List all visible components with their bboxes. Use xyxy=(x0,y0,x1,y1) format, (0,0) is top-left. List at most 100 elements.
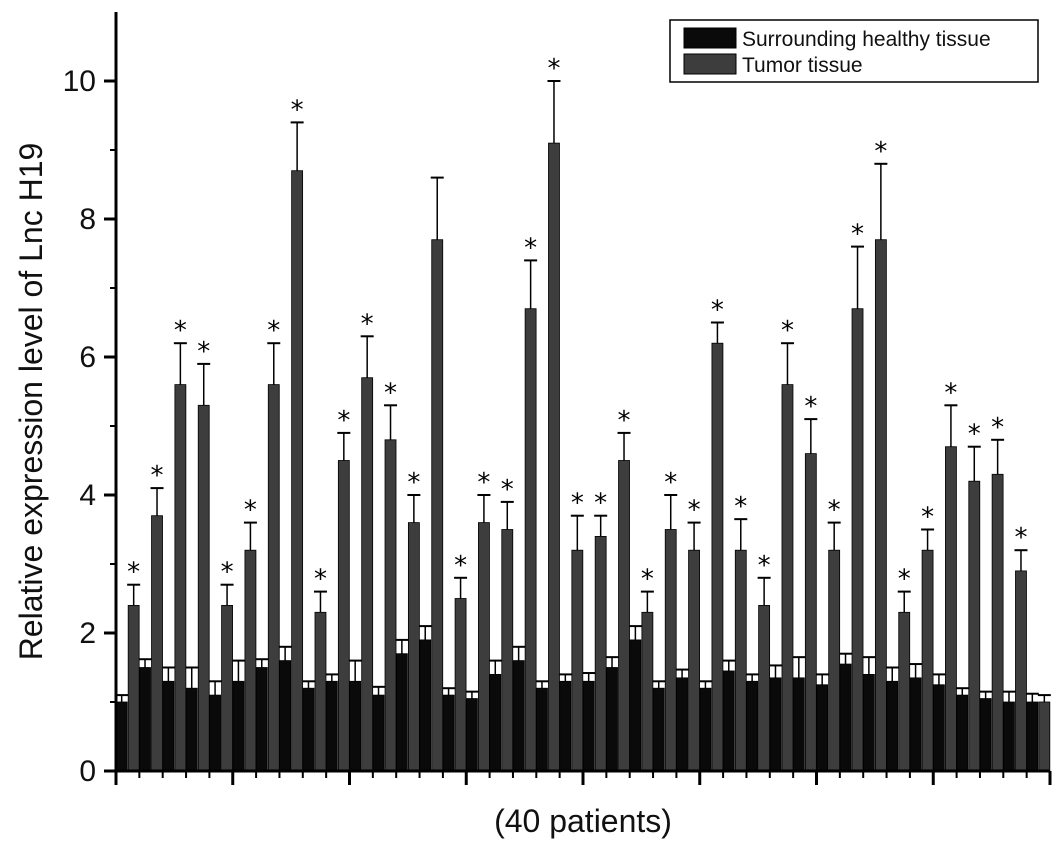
significance-star-27: * xyxy=(734,492,747,522)
healthy-bar-3 xyxy=(162,680,175,772)
healthy-bar-6 xyxy=(232,680,245,772)
tumor-bar-14 xyxy=(431,239,444,772)
healthy-bar-20 xyxy=(559,680,572,772)
tumor-bar-22 xyxy=(618,460,630,772)
healthy-bar-5 xyxy=(209,694,221,772)
healthy-bar-14 xyxy=(419,639,432,772)
tumor-bar-9 xyxy=(314,611,327,772)
tumor-bar-36 xyxy=(945,446,957,772)
tumor-bar-17 xyxy=(501,529,514,772)
significance-star-8: * xyxy=(291,95,304,125)
tumor-bar-25 xyxy=(688,549,700,772)
significance-star-23: * xyxy=(641,565,654,595)
healthy-bar-35 xyxy=(909,677,922,772)
tumor-bar-39 xyxy=(1015,570,1027,772)
healthy-bar-11 xyxy=(349,680,362,772)
healthy-bar-24 xyxy=(652,687,665,772)
healthy-bar-23 xyxy=(629,639,642,772)
significance-star-7: * xyxy=(267,316,280,346)
healthy-bar-19 xyxy=(536,687,548,772)
tumor-bar-29 xyxy=(781,384,794,772)
tumor-bar-34 xyxy=(898,611,911,772)
healthy-bar-29 xyxy=(769,677,782,772)
healthy-bar-7 xyxy=(255,667,268,772)
healthy-bar-22 xyxy=(606,667,618,772)
healthy-bar-16 xyxy=(466,698,478,772)
significance-star-19: * xyxy=(547,54,560,84)
tumor-bar-10 xyxy=(337,460,350,772)
significance-star-4: * xyxy=(197,337,210,367)
tumor-bar-15 xyxy=(454,598,467,772)
significance-star-1: * xyxy=(127,558,140,588)
tumor-bar-35 xyxy=(921,549,934,772)
healthy-bar-12 xyxy=(372,694,385,772)
tumor-bar-31 xyxy=(828,549,841,772)
y-axis-title: Relative expression level of Lnc H19 xyxy=(13,143,49,661)
tumor-bar-23 xyxy=(641,611,654,772)
healthy-bar-9 xyxy=(302,687,315,772)
tumor-bar-40 xyxy=(1038,701,1051,772)
tumor-bar-26 xyxy=(711,342,724,772)
significance-star-10: * xyxy=(337,406,350,436)
significance-star-30: * xyxy=(804,392,817,422)
tumor-bar-16 xyxy=(478,522,490,772)
significance-star-36: * xyxy=(944,378,957,408)
significance-star-35: * xyxy=(921,503,934,533)
tumor-bar-8 xyxy=(291,170,304,772)
y-tick-label-3: 6 xyxy=(79,341,96,374)
significance-star-13: * xyxy=(407,468,420,498)
significance-star-22: * xyxy=(618,406,631,436)
y-tick-label-0: 0 xyxy=(79,755,96,788)
tumor-bar-18 xyxy=(524,308,537,772)
significance-star-9: * xyxy=(314,565,327,595)
tumor-bar-20 xyxy=(571,549,584,772)
healthy-bar-36 xyxy=(933,684,945,772)
significance-star-12: * xyxy=(384,378,397,408)
healthy-bar-39 xyxy=(1003,701,1015,772)
significance-star-33: * xyxy=(874,137,887,167)
ticks-group: 0 2 4 6 8 10 xyxy=(63,65,1052,788)
healthy-bar-10 xyxy=(325,680,338,772)
significance-star-24: * xyxy=(664,468,677,498)
healthy-bar-4 xyxy=(185,687,198,772)
healthy-bar-30 xyxy=(792,677,805,772)
y-tick-label-5: 10 xyxy=(63,65,96,98)
tumor-bar-32 xyxy=(851,308,864,772)
bars-group: * * * * * * * * * * * * * * * * * * * * * * * * * * * * * * * * * * * * * * xyxy=(115,54,1051,772)
tumor-bar-3 xyxy=(174,384,187,772)
legend: Surrounding healthy tissue Tumor tissue xyxy=(669,19,1039,83)
healthy-bar-21 xyxy=(582,680,595,772)
healthy-bar-1 xyxy=(115,701,128,772)
healthy-bar-13 xyxy=(395,653,408,772)
tumor-bar-6 xyxy=(244,549,257,772)
legend-swatch-tumor xyxy=(683,53,737,75)
tumor-bar-11 xyxy=(361,377,374,772)
legend-label-tumor: Tumor tissue xyxy=(742,54,863,77)
significance-star-29: * xyxy=(781,316,794,346)
significance-star-17: * xyxy=(501,475,514,505)
healthy-bar-8 xyxy=(279,660,292,772)
tumor-bar-37 xyxy=(968,480,981,772)
tumor-bar-28 xyxy=(758,605,771,772)
significance-star-32: * xyxy=(851,220,864,250)
significance-star-28: * xyxy=(758,551,771,581)
healthy-bar-28 xyxy=(746,680,759,772)
healthy-bar-26 xyxy=(699,687,712,772)
significance-star-15: * xyxy=(454,551,467,581)
tumor-bar-38 xyxy=(991,473,1004,772)
healthy-bar-17 xyxy=(489,674,502,772)
healthy-bar-25 xyxy=(676,677,688,772)
significance-star-21: * xyxy=(594,489,607,519)
tumor-bar-4 xyxy=(197,404,210,772)
significance-star-34: * xyxy=(898,565,911,595)
healthy-bar-38 xyxy=(979,698,992,772)
y-tick-label-1: 2 xyxy=(79,617,96,650)
tumor-bar-12 xyxy=(384,439,397,772)
significance-star-25: * xyxy=(688,496,701,526)
legend-label-healthy: Surrounding healthy tissue xyxy=(742,28,991,51)
legend-swatch-healthy xyxy=(683,27,737,49)
y-tick-label-4: 8 xyxy=(79,203,96,236)
significance-star-16: * xyxy=(477,468,490,498)
